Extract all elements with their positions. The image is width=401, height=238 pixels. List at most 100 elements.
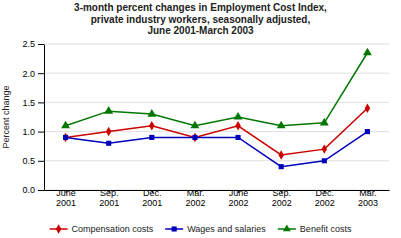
series-marker <box>104 106 113 114</box>
series-marker <box>147 109 156 117</box>
y-tick-label: 2.5 <box>22 39 35 49</box>
series-marker <box>278 150 283 159</box>
series-marker <box>191 121 200 129</box>
y-tick: 2.5 <box>22 39 44 49</box>
series-marker <box>149 121 154 130</box>
x-tick: Dec.2001 <box>142 188 162 208</box>
y-tick: 1.0 <box>22 127 44 137</box>
series-marker <box>149 135 154 140</box>
legend-swatch-marker <box>172 226 177 231</box>
legend-swatch-marker <box>56 224 61 233</box>
series-line <box>66 53 368 126</box>
y-tick: 1.5 <box>22 98 44 108</box>
x-tick: Sep.2001 <box>99 188 119 208</box>
y-tick-label: 0.0 <box>22 185 35 195</box>
x-tick: Dec.2002 <box>315 188 335 208</box>
grid-line <box>44 160 389 161</box>
title-line: 3-month percent changes in Employment Co… <box>74 2 327 13</box>
series-marker <box>277 121 286 129</box>
y-tick-mark <box>38 190 44 191</box>
x-tick-label-line: 2003 <box>358 198 378 208</box>
series-marker <box>192 133 197 142</box>
legend-item: Benefit costs <box>278 224 352 234</box>
x-tick-label: June2002 <box>229 188 249 208</box>
y-tick-mark <box>38 161 44 162</box>
series-line <box>66 108 368 155</box>
legend: Compensation costs Wages and salaries Bene… <box>50 224 352 234</box>
series-marker <box>365 103 370 112</box>
legend-label: Benefit costs <box>300 224 352 234</box>
x-tick-label-line: 2002 <box>229 198 249 208</box>
x-tick-label: June2001 <box>56 188 76 208</box>
series-marker <box>234 112 243 120</box>
series-line <box>66 132 368 167</box>
y-tick-mark <box>38 73 44 74</box>
grid-line <box>44 190 389 191</box>
y-axis-title: Percent change <box>1 85 11 148</box>
x-tick-label-line: Mar. <box>359 188 377 198</box>
grid <box>44 44 389 190</box>
x-tick-label-line: 2001 <box>56 198 76 208</box>
y-axis: 0.0 0.5 1.0 1.5 2.0 2.5 <box>22 39 44 195</box>
series-marker <box>63 135 68 140</box>
y-tick-mark <box>38 102 44 103</box>
x-tick-label-line: 2002 <box>272 198 292 208</box>
grid-line <box>44 44 389 45</box>
y-axis-line <box>44 45 45 191</box>
legend-label: Wages and salaries <box>187 224 266 234</box>
series-marker <box>363 48 372 56</box>
legend-label: Compensation costs <box>72 224 154 234</box>
y-tick-label: 0.5 <box>22 156 35 166</box>
y-tick-label: 1.5 <box>22 98 35 108</box>
x-tick-label: Sep.2001 <box>99 188 119 208</box>
y-tick: 0.5 <box>22 156 44 166</box>
y-tick-mark <box>38 44 44 45</box>
x-tick: Sep.2002 <box>272 188 292 208</box>
legend-item: Compensation costs <box>50 224 154 234</box>
x-axis: June2001Sep.2001Dec.2001Mar.2002June2002… <box>45 188 390 208</box>
x-tick-label: Dec.2001 <box>142 188 162 208</box>
title: 3-month percent changes in Employment Co… <box>74 2 327 36</box>
series-marker <box>63 133 68 142</box>
x-tick-label-line: Sep. <box>100 188 119 198</box>
x-tick-label-line: Sep. <box>272 188 291 198</box>
series-marker <box>235 121 240 130</box>
marks <box>61 48 372 170</box>
x-tick: June2001 <box>56 188 76 208</box>
x-tick-label: Mar.2003 <box>358 188 378 208</box>
series-marker <box>106 141 111 146</box>
plot: 0.00.51.01.52.02.5June2001Sep.2001Dec.20… <box>1 39 390 208</box>
y-tick: 2.0 <box>22 69 44 79</box>
x-tick-label-line: 2002 <box>185 198 205 208</box>
x-tick: Mar.2003 <box>358 188 378 208</box>
legend-item: Wages and salaries <box>165 224 266 234</box>
x-tick-label-line: June <box>56 188 76 198</box>
y-tick-mark <box>38 132 44 133</box>
x-tick-label: Sep.2002 <box>272 188 292 208</box>
x-tick: Mar.2002 <box>185 188 205 208</box>
y-tick-label: 1.0 <box>22 127 35 137</box>
series-marker <box>106 127 111 136</box>
grid-line <box>44 73 389 74</box>
x-tick: June2002 <box>229 188 249 208</box>
chart: 3-month percent changes in Employment Co… <box>0 0 401 238</box>
x-tick-label-line: Mar. <box>187 188 205 198</box>
x-tick-label-line: 2002 <box>315 198 335 208</box>
y-tick-label: 2.0 <box>22 69 35 79</box>
series-marker <box>322 158 327 163</box>
x-tick-label-line: Dec. <box>316 188 335 198</box>
x-axis-line <box>45 190 390 191</box>
legend-swatch-marker <box>283 225 291 232</box>
series-marker <box>322 144 327 153</box>
title-line: June 2001-March 2003 <box>147 25 254 36</box>
series-marker <box>279 164 284 169</box>
series-marker <box>365 129 370 134</box>
series-marker <box>192 135 197 140</box>
x-tick-label-line: 2001 <box>142 198 162 208</box>
x-tick-label-line: June <box>229 188 249 198</box>
x-tick-label-line: 2001 <box>99 198 119 208</box>
x-tick-label: Dec.2002 <box>315 188 335 208</box>
title-line: private industry workers, seasonally adj… <box>91 14 311 25</box>
series-marker <box>236 135 241 140</box>
series-marker <box>61 121 70 129</box>
